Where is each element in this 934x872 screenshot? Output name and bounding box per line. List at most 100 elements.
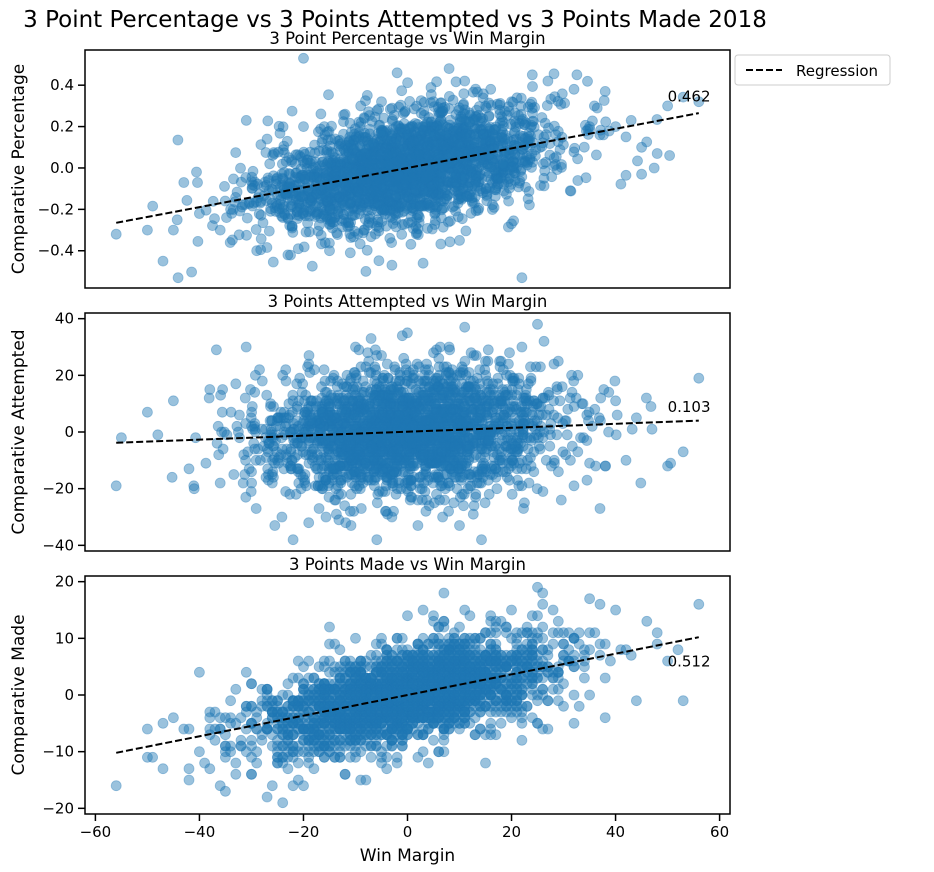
data-point [364,211,376,222]
data-point [394,201,405,213]
data-point [516,115,528,127]
data-point [459,130,471,142]
data-point [268,170,279,182]
data-point [455,179,466,191]
data-point [427,134,439,146]
data-point [323,237,335,249]
data-point [443,123,455,135]
data-point [396,126,408,138]
data-point [408,171,420,183]
data-point [379,142,391,154]
data-point [363,452,375,463]
data-point [515,100,527,112]
data-point [318,197,330,209]
data-point [353,188,365,200]
data-point [463,139,475,151]
data-point [247,165,259,177]
data-point [375,124,387,136]
data-point [327,154,339,166]
data-point [225,203,237,215]
data-point [353,446,364,458]
data-point [428,191,439,203]
data-point [268,401,279,412]
data-point [394,154,406,166]
data-point [343,135,355,147]
data-point [377,466,389,478]
data-point [494,135,506,147]
data-point [214,477,226,489]
data-point [286,105,298,117]
data-point [421,176,433,187]
data-point [492,178,504,190]
data-point [411,100,422,112]
data-point [381,195,393,207]
data-point [412,134,424,146]
data-point [291,206,303,218]
data-point [233,229,245,241]
data-point [517,113,529,125]
data-point [352,186,364,198]
data-point [430,179,441,191]
data-point [323,168,335,180]
data-point [515,130,526,142]
data-point [268,148,280,160]
data-point [403,171,415,183]
data-point [293,172,305,184]
data-point [504,164,516,176]
data-point [499,129,511,141]
data-point [416,483,428,495]
data-point [410,139,421,151]
data-point [366,384,377,395]
subplot-title: 3 Point Percentage vs Win Margin [269,29,545,48]
data-point [304,146,316,158]
data-point [450,140,462,152]
data-point [315,184,326,196]
data-point [470,110,482,122]
data-point [351,147,362,159]
data-point [411,198,423,210]
data-point [551,429,563,441]
data-point [286,454,298,466]
data-point [518,155,529,167]
data-point [386,452,397,463]
data-point [387,157,399,169]
data-point [498,178,510,190]
data-point [415,129,427,141]
y-tick-label: 0.2 [50,118,74,136]
data-point [364,178,376,190]
data-point [399,106,411,118]
data-point [524,199,535,211]
data-point [344,131,356,143]
data-point [376,216,388,228]
data-point [316,381,327,393]
data-point [452,211,464,223]
data-point [435,97,447,109]
data-point [432,186,444,198]
data-point [306,260,318,272]
data-point [267,256,279,268]
data-point [447,125,459,137]
data-point [514,177,525,189]
data-point [468,139,480,151]
data-point [450,205,461,217]
data-point [482,474,494,486]
data-point [399,146,411,158]
data-point [403,123,415,135]
data-point [460,225,472,237]
data-point [315,238,327,250]
data-point [394,151,406,163]
data-point [246,466,257,478]
data-point [351,160,363,172]
data-point [527,115,539,127]
data-point [110,480,122,492]
data-point [387,157,399,169]
data-point [419,135,431,147]
data-point [505,178,517,190]
data-point [598,95,610,106]
data-point [515,109,527,120]
data-point [428,165,440,177]
data-point [319,159,330,171]
data-point [526,102,538,114]
data-point [371,197,383,209]
data-point [463,142,475,154]
